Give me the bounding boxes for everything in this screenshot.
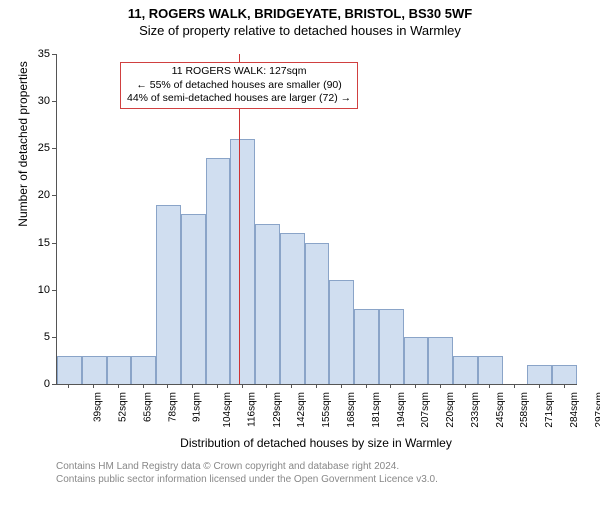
x-tick-mark [118,384,119,388]
x-tick-label: 104sqm [222,392,233,428]
x-tick-mark [266,384,267,388]
x-axis-label: Distribution of detached houses by size … [56,436,576,450]
x-tick-label: 207sqm [420,392,431,428]
title-line2: Size of property relative to detached ho… [0,23,600,38]
x-tick-label: 142sqm [297,392,308,428]
histogram-bar [156,205,181,384]
x-tick-label: 297sqm [594,392,600,428]
y-tick-mark [52,54,56,55]
histogram-bar [280,233,305,384]
y-tick-label: 5 [30,331,50,343]
y-tick-mark [52,384,56,385]
histogram-bar [131,356,156,384]
x-tick-mark [539,384,540,388]
x-tick-label: 194sqm [396,392,407,428]
title-line1: 11, ROGERS WALK, BRIDGEYATE, BRISTOL, BS… [0,6,600,21]
x-tick-mark [415,384,416,388]
x-tick-mark [316,384,317,388]
x-tick-label: 245sqm [495,392,506,428]
x-tick-mark [192,384,193,388]
y-tick-label: 25 [30,142,50,154]
x-tick-label: 258sqm [519,392,530,428]
histogram-bar [379,309,404,384]
x-tick-label: 78sqm [167,392,178,422]
x-tick-label: 65sqm [142,392,153,422]
footer-line2: Contains public sector information licen… [56,473,438,486]
x-tick-mark [465,384,466,388]
histogram-bar [428,337,453,384]
annotation-box: 11 ROGERS WALK: 127sqm← 55% of detached … [120,62,358,109]
y-tick-label: 20 [30,189,50,201]
x-tick-mark [143,384,144,388]
histogram-bar [57,356,82,384]
histogram-bar [107,356,132,384]
x-tick-label: 155sqm [321,392,332,428]
x-tick-label: 233sqm [470,392,481,428]
y-tick-mark [52,195,56,196]
x-tick-mark [217,384,218,388]
y-axis-label: Number of detached properties [16,0,30,309]
x-tick-mark [93,384,94,388]
histogram-bar [329,280,354,384]
y-tick-mark [52,290,56,291]
y-tick-mark [52,337,56,338]
histogram-bar [478,356,503,384]
histogram-bar [305,243,330,384]
footer-line1: Contains HM Land Registry data © Crown c… [56,460,438,473]
footer-attribution: Contains HM Land Registry data © Crown c… [56,460,438,486]
y-tick-label: 15 [30,237,50,249]
histogram-bar [552,365,577,384]
x-tick-label: 220sqm [445,392,456,428]
y-tick-label: 35 [30,48,50,60]
histogram-bar [181,214,206,384]
x-tick-mark [514,384,515,388]
x-tick-label: 284sqm [569,392,580,428]
annotation-line: 44% of semi-detached houses are larger (… [127,92,351,106]
x-tick-mark [489,384,490,388]
y-tick-mark [52,148,56,149]
histogram-bar [206,158,231,384]
annotation-line: ← 55% of detached houses are smaller (90… [127,79,351,93]
x-tick-mark [68,384,69,388]
y-tick-label: 30 [30,95,50,107]
x-tick-label: 129sqm [272,392,283,428]
x-tick-mark [440,384,441,388]
x-tick-label: 91sqm [192,392,203,422]
histogram-bar [404,337,429,384]
histogram-bar [354,309,379,384]
y-tick-mark [52,101,56,102]
x-tick-mark [341,384,342,388]
annotation-line: 11 ROGERS WALK: 127sqm [127,65,351,79]
x-tick-label: 52sqm [118,392,129,422]
histogram-bar [82,356,107,384]
x-tick-label: 168sqm [346,392,357,428]
x-tick-mark [366,384,367,388]
histogram-bar [230,139,255,384]
x-tick-label: 181sqm [371,392,382,428]
y-tick-mark [52,243,56,244]
x-tick-label: 116sqm [246,392,257,427]
x-tick-label: 39sqm [93,392,104,422]
x-tick-mark [291,384,292,388]
y-tick-label: 10 [30,284,50,296]
x-tick-mark [167,384,168,388]
x-tick-mark [242,384,243,388]
x-tick-label: 271sqm [544,392,555,428]
x-tick-mark [564,384,565,388]
x-tick-mark [390,384,391,388]
histogram-bar [255,224,280,384]
histogram-bar [527,365,552,384]
y-tick-label: 0 [30,378,50,390]
histogram-bar [453,356,478,384]
